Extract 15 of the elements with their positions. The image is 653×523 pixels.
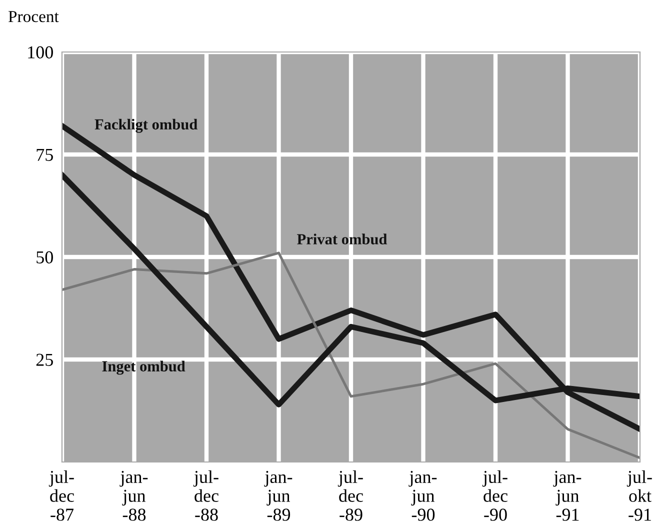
x-tick-label: jul- dec -89 <box>338 470 363 521</box>
x-tick-label: jul- dec -88 <box>193 470 218 521</box>
y-tick-label: 50 <box>36 251 53 264</box>
x-tick-label: jul- dec -90 <box>482 470 508 521</box>
x-tick-label: jan- jun -90 <box>408 470 437 521</box>
x-tick-label: jan- jun -89 <box>264 470 292 521</box>
x-tick-label: jan- jun -91 <box>553 470 582 521</box>
line-series <box>62 252 640 460</box>
x-tick-label: jan- jun -88 <box>120 470 148 521</box>
y-tick-label: 100 <box>28 46 53 58</box>
x-tick-label: jul- okt -91 <box>626 470 652 521</box>
y-axis-title: Procent <box>8 11 59 22</box>
y-tick-label: 25 <box>36 354 53 366</box>
x-tick-label: jul- dec -87 <box>48 470 74 521</box>
y-tick-label: 75 <box>36 148 53 161</box>
